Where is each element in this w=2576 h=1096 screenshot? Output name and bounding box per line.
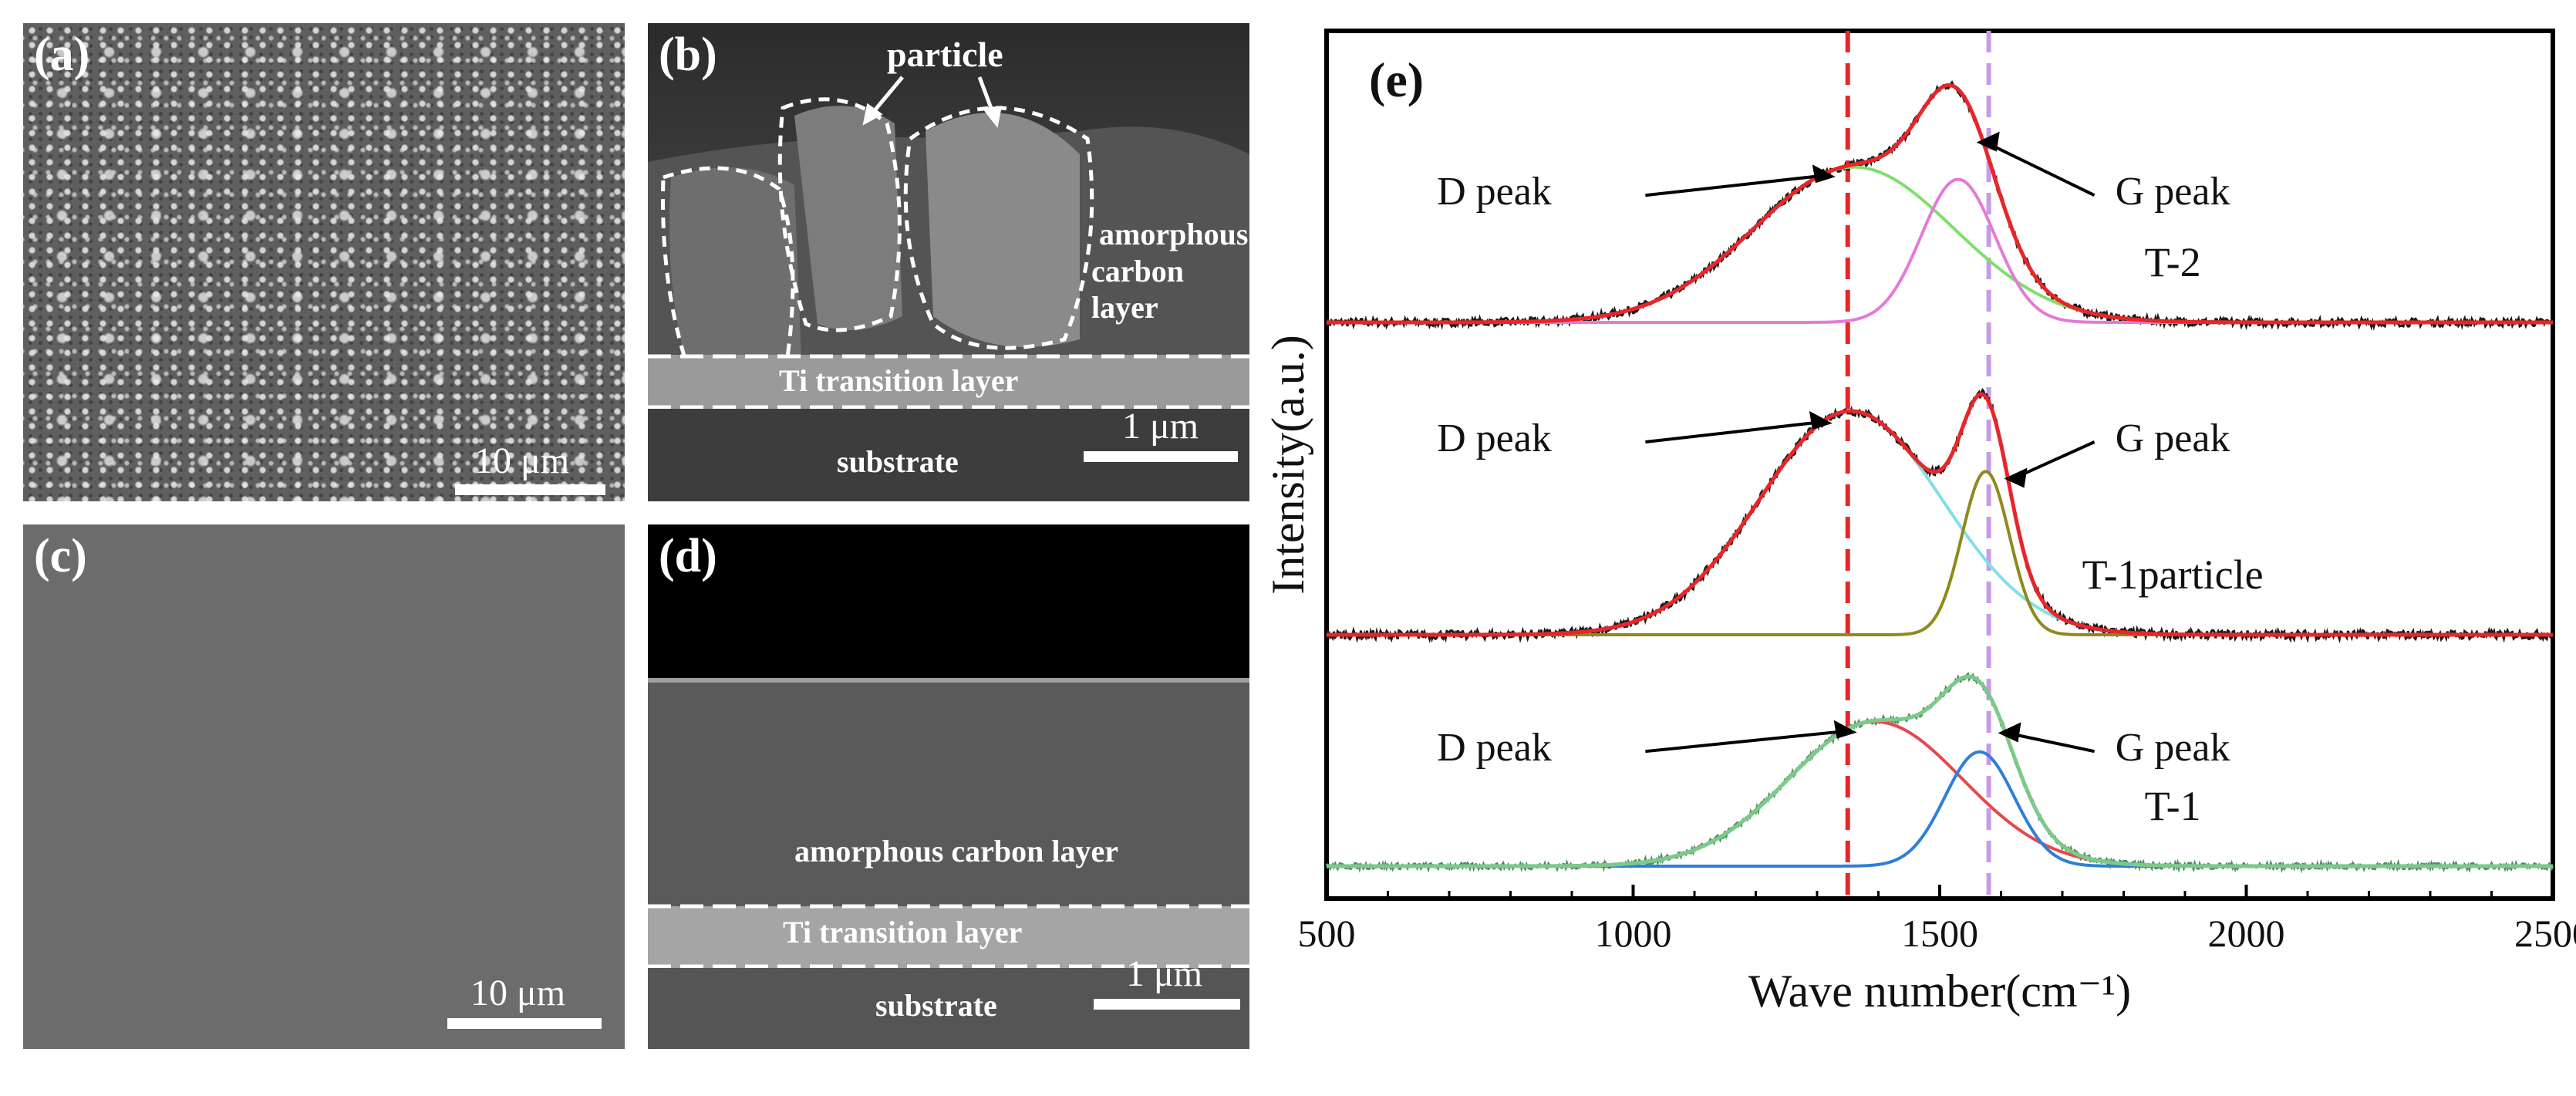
sem-panel-d: (d) amorphous carbon layer Ti transition… xyxy=(648,524,1249,1049)
x-tick-label-1000: 1000 xyxy=(1595,912,1672,955)
panel-d-scale-bar xyxy=(1094,999,1240,1010)
panel-a-scale-bar xyxy=(455,484,605,495)
panel-d-graphic xyxy=(648,524,1249,1049)
panel-d-label: (d) xyxy=(659,530,717,582)
g-peak-arrow-t-1particle xyxy=(2012,440,2096,481)
panel-b-graphic xyxy=(648,23,1249,501)
ti-layer-annotation-d: Ti transition layer xyxy=(783,915,1023,949)
amorphous-annotation-line1: amorphous xyxy=(1099,217,1249,251)
amorphous-layer-annotation: amorphous carbon layer xyxy=(794,834,1118,868)
d-peak-arrow-t-2 xyxy=(1645,174,1827,197)
panel-c-scale-bar xyxy=(447,1018,602,1029)
d-peak-arrowhead-t-2 xyxy=(1812,164,1836,184)
substrate-annotation-d: substrate xyxy=(875,988,997,1023)
panel-a-label: (a) xyxy=(34,29,90,81)
g-peak-arrowhead-t-1 xyxy=(1998,722,2021,743)
g-peak-arrow-t-2 xyxy=(1984,140,2096,197)
panel-e-label: (e) xyxy=(1369,52,1424,107)
ti-layer-annotation: Ti transition layer xyxy=(779,363,1019,398)
g-peak-label-t-1particle: G peak xyxy=(2116,416,2230,460)
fit-line-t-2 xyxy=(1327,83,2553,325)
sem-panel-b: (b) particle amorphous carbon layer Ti t… xyxy=(648,23,1249,501)
d-peak-arrow-t-1particle xyxy=(1645,420,1824,443)
g-peak-label-t-1: G peak xyxy=(2116,726,2230,770)
series-name-t-1particle: T-1particle xyxy=(2082,551,2264,598)
d-peak-arrow-t-1 xyxy=(1645,729,1848,754)
x-tick-label-500: 500 xyxy=(1298,912,1356,955)
series-t-1particle xyxy=(1325,387,2554,644)
d-peak-arrowhead-t-1 xyxy=(1833,720,1857,739)
g-peak-label-t-2: G peak xyxy=(2116,170,2230,214)
panel-b-scale-text: 1 μm xyxy=(1122,406,1199,447)
panel-c-label: (c) xyxy=(34,530,87,582)
x-tick-label-1500: 1500 xyxy=(1901,912,1978,955)
panel-d-scale-text: 1 μm xyxy=(1126,953,1203,994)
series-name-t-1: T-1 xyxy=(2145,783,2201,829)
plot-frame xyxy=(1324,29,2555,901)
g-peak-arrowhead-t-2 xyxy=(1976,131,2000,152)
g-peak-arrow-t-1 xyxy=(2007,731,2095,754)
series-t-2 xyxy=(1325,80,2554,331)
fit-line-t-1particle xyxy=(1327,392,2553,637)
g-peak-arrowhead-t-1particle xyxy=(2004,467,2028,488)
y-axis-label: Intensity(a.u.) xyxy=(1263,335,1313,595)
series-t-1 xyxy=(1325,672,2554,874)
panel-b-label: (b) xyxy=(659,29,717,81)
series-name-t-2: T-2 xyxy=(2145,239,2201,285)
sem-panel-c: (c) 10 μm xyxy=(23,524,625,1049)
d-peak-label-t-1: D peak xyxy=(1437,726,1552,770)
x-tick-label-2500: 2500 xyxy=(2514,912,2576,955)
amorphous-annotation-line2: carbon layer xyxy=(1091,254,1184,325)
x-axis-label: Wave number(cm⁻¹) xyxy=(1748,966,2131,1017)
fit-line-t-1 xyxy=(1327,674,2553,868)
d-peak-label-t-2: D peak xyxy=(1437,170,1552,214)
panel-b-scale-bar xyxy=(1084,451,1238,462)
panel-c-scale-text: 10 μm xyxy=(470,973,566,1013)
x-tick-label-2000: 2000 xyxy=(2208,912,2285,955)
sem-panel-a: (a) 10 μm xyxy=(23,23,625,501)
substrate-annotation: substrate xyxy=(837,444,959,479)
particle-annotation: particle xyxy=(887,35,1003,74)
d-peak-label-t-1particle: D peak xyxy=(1437,416,1552,460)
d-peak-arrowhead-t-1particle xyxy=(1809,410,1833,430)
panel-a-scale-text: 10 μm xyxy=(474,440,570,481)
